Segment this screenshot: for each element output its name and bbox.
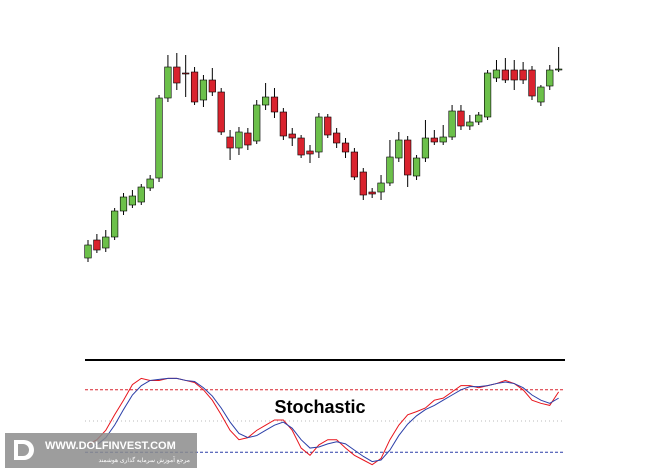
candle-body <box>297 137 305 156</box>
candle-body <box>528 69 536 97</box>
candle-body <box>386 156 394 184</box>
candle-body <box>164 66 172 99</box>
candle-body <box>430 137 438 143</box>
candle-body <box>182 72 190 75</box>
candle-body <box>270 96 279 113</box>
candle-body <box>102 236 110 249</box>
candle-body <box>288 133 296 139</box>
candle-body <box>111 210 119 238</box>
candle-body <box>537 86 545 103</box>
candle-body <box>306 150 314 155</box>
candle-body <box>519 69 527 81</box>
candle-body <box>448 110 456 138</box>
candle-body <box>359 171 367 196</box>
candle-body <box>412 157 421 177</box>
candle-body <box>466 121 474 127</box>
candle-body <box>173 66 181 84</box>
candle-body <box>217 91 225 133</box>
candle-body <box>128 195 137 206</box>
candle-body <box>475 114 483 123</box>
candle-body <box>208 79 216 93</box>
candle-body <box>190 71 199 103</box>
candle-body <box>555 68 563 71</box>
candle-body <box>501 69 509 81</box>
candle-body <box>226 136 234 149</box>
candle-body <box>235 131 243 149</box>
candle-body <box>146 178 154 189</box>
stochastic-panel <box>85 377 565 466</box>
candle-body <box>350 151 359 178</box>
candle-body <box>483 72 492 118</box>
candle-body <box>546 69 554 87</box>
candle-body <box>84 244 92 259</box>
candle-body <box>137 186 145 203</box>
candle-body <box>279 111 287 137</box>
candle-body <box>333 132 341 144</box>
watermark: WWW.DOLFINVEST.COM مرجع آموزش سرمایه گذا… <box>5 433 197 468</box>
candle-body <box>439 136 447 143</box>
candle-body <box>377 182 385 193</box>
watermark-site: WWW.DOLFINVEST.COM <box>45 440 176 452</box>
candle-body <box>421 137 430 159</box>
candle-body <box>93 239 101 251</box>
candle-body <box>404 139 412 176</box>
watermark-tagline: مرجع آموزش سرمایه گذاری هوشمند <box>98 456 190 464</box>
candle-body <box>492 69 501 79</box>
candle-body <box>253 104 261 142</box>
watermark-logo <box>14 440 34 460</box>
candle-body <box>368 191 376 195</box>
indicator-title: Stochastic <box>274 397 365 417</box>
candle-body <box>199 79 208 101</box>
candles <box>84 47 563 262</box>
candle-body <box>119 196 128 212</box>
candle-body <box>510 69 518 81</box>
candle-body <box>324 116 332 136</box>
candle-body <box>341 142 350 153</box>
candle-body <box>457 110 465 127</box>
stochastic-line <box>87 377 559 463</box>
candle-body <box>315 116 323 153</box>
watermark-box <box>5 433 197 468</box>
candle-body <box>155 97 163 179</box>
candle-body <box>244 132 252 146</box>
candle-body <box>261 96 270 106</box>
candle-body <box>395 139 403 159</box>
